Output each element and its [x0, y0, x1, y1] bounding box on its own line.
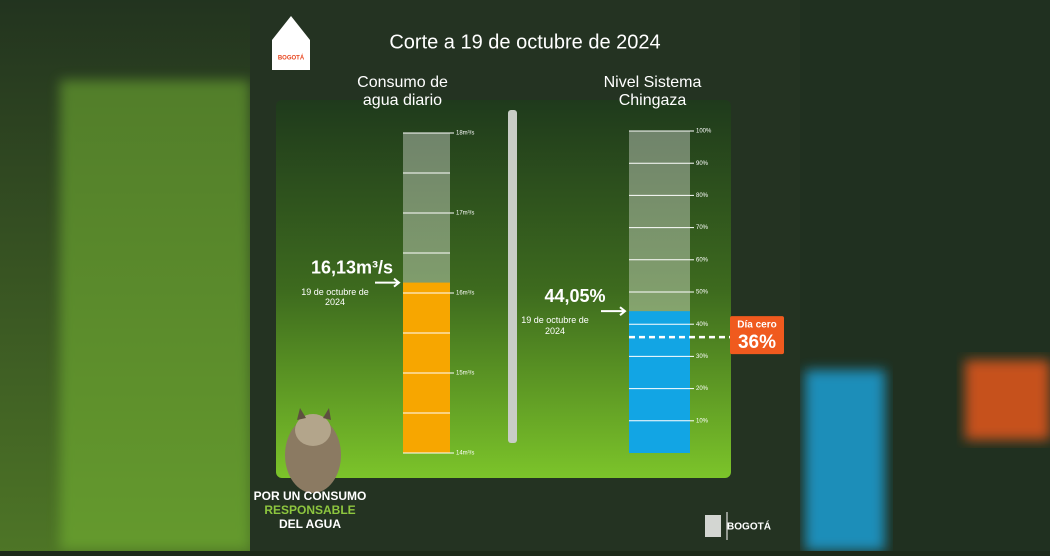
logo-text: BOGOTÁ	[278, 55, 305, 62]
y-tick-label: 40%	[696, 322, 709, 328]
chart-title-box: Consumo de agua diario	[357, 74, 448, 110]
chart-title-box: Nivel Sistema Chingaza	[603, 74, 702, 110]
y-tick-label: 14m³/s	[456, 451, 474, 457]
y-tick-label: 70%	[696, 225, 709, 231]
value-arrow	[601, 306, 627, 316]
blur-right-blue	[805, 370, 885, 551]
threshold-box	[730, 316, 784, 355]
y-tick-label: 60%	[696, 257, 709, 263]
y-tick-label: 20%	[696, 386, 709, 392]
value-label: 44,05%	[544, 286, 605, 306]
bar	[403, 282, 450, 453]
y-tick-label: 30%	[696, 354, 709, 360]
y-tick-label: 90%	[696, 161, 709, 167]
chart-title: Consumo de agua diario	[357, 74, 448, 110]
y-tick-label: 10%	[696, 418, 709, 424]
y-tick-label: 16m³/s	[456, 291, 474, 297]
y-tick-label: 100%	[696, 129, 712, 135]
blur-right-orange	[965, 360, 1050, 440]
y-tick-label: 18m³/s	[456, 131, 474, 137]
value-arrow	[375, 277, 401, 288]
logo: BOGOTÁ	[272, 16, 310, 70]
bar	[629, 311, 690, 453]
value-date-box: 19 de octubre de 2024	[301, 286, 369, 307]
footer-line: POR UN CONSUMO	[254, 489, 367, 503]
divider	[508, 110, 517, 443]
value-date-box: 19 de octubre de 2024	[521, 315, 589, 336]
footer-logo: BOGOTÁ	[727, 520, 771, 533]
value-date: 19 de octubre de 2024	[301, 286, 369, 307]
blur-left-green	[60, 80, 250, 550]
y-tick-label: 15m³/s	[456, 371, 474, 377]
threshold-label: Día cero	[737, 320, 776, 331]
page-title: Corte a 19 de octubre de 2024	[389, 31, 660, 53]
value-label: 16,13m³/s	[311, 257, 393, 277]
mascot	[285, 408, 341, 493]
threshold-value: 36%	[738, 332, 776, 353]
shield-logo	[705, 515, 721, 537]
chart-title: Nivel Sistema Chingaza	[603, 74, 702, 110]
value-date: 19 de octubre de 2024	[521, 315, 589, 336]
footer-line: DEL AGUA	[279, 517, 341, 531]
footer-line: RESPONSABLE	[264, 503, 355, 517]
y-tick-label: 17m³/s	[456, 211, 474, 217]
inner-panel	[276, 100, 731, 478]
y-tick-label: 80%	[696, 193, 709, 199]
y-tick-label: 50%	[696, 290, 709, 296]
